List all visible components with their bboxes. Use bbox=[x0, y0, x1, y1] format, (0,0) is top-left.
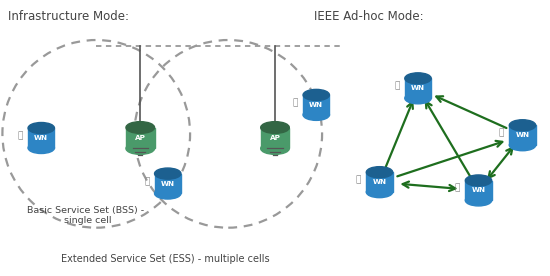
Bar bbox=[366, 172, 393, 192]
Ellipse shape bbox=[465, 175, 492, 186]
Bar bbox=[28, 128, 54, 148]
Text: IEEE Ad-hoc Mode:: IEEE Ad-hoc Mode: bbox=[314, 10, 423, 23]
Ellipse shape bbox=[509, 140, 536, 151]
Ellipse shape bbox=[155, 188, 181, 199]
Ellipse shape bbox=[126, 143, 155, 154]
Bar bbox=[155, 174, 181, 193]
Ellipse shape bbox=[28, 123, 54, 134]
Ellipse shape bbox=[366, 187, 393, 198]
Text: WN: WN bbox=[471, 187, 486, 193]
Bar bbox=[126, 128, 155, 148]
Bar bbox=[509, 125, 536, 145]
Ellipse shape bbox=[303, 109, 329, 120]
Ellipse shape bbox=[303, 89, 329, 100]
Ellipse shape bbox=[405, 73, 431, 84]
Text: Extended Service Set (ESS) - multiple cells: Extended Service Set (ESS) - multiple ce… bbox=[60, 254, 270, 264]
Ellipse shape bbox=[261, 143, 289, 154]
Ellipse shape bbox=[261, 122, 289, 133]
Text: AP: AP bbox=[135, 135, 146, 141]
Text: Basic Service Set (BSS) -
  single cell: Basic Service Set (BSS) - single cell bbox=[27, 206, 144, 225]
Text: WN: WN bbox=[372, 179, 387, 185]
Ellipse shape bbox=[465, 195, 492, 206]
Text: WN: WN bbox=[309, 102, 323, 108]
Text: WN: WN bbox=[161, 181, 175, 187]
Text: ∿: ∿ bbox=[18, 131, 23, 140]
Text: ∿: ∿ bbox=[293, 98, 298, 107]
Ellipse shape bbox=[366, 167, 393, 178]
Text: Infrastructure Mode:: Infrastructure Mode: bbox=[8, 10, 129, 23]
Ellipse shape bbox=[28, 142, 54, 153]
Ellipse shape bbox=[126, 122, 155, 133]
Bar bbox=[303, 95, 329, 115]
Bar bbox=[405, 78, 431, 98]
Text: WN: WN bbox=[515, 132, 530, 138]
Bar bbox=[261, 128, 289, 148]
Text: AP: AP bbox=[270, 135, 280, 141]
Text: WN: WN bbox=[411, 85, 425, 91]
Text: WN: WN bbox=[34, 135, 48, 141]
Text: ∿: ∿ bbox=[455, 184, 460, 193]
Text: ∿: ∿ bbox=[356, 176, 361, 184]
Text: ∿: ∿ bbox=[499, 129, 504, 137]
Text: ∿: ∿ bbox=[394, 82, 400, 91]
Ellipse shape bbox=[155, 168, 181, 179]
Text: ∿: ∿ bbox=[144, 177, 150, 186]
Ellipse shape bbox=[405, 93, 431, 104]
Ellipse shape bbox=[509, 120, 536, 131]
Bar bbox=[465, 181, 492, 200]
